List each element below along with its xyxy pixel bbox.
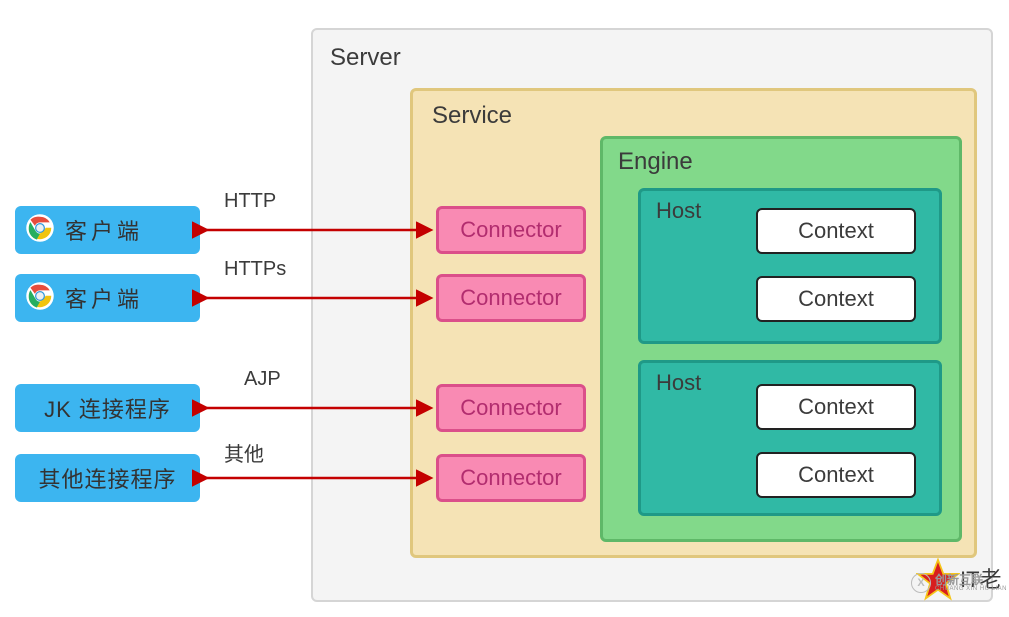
service-label: Service (432, 102, 512, 130)
client-box: 其他连接程序 (15, 454, 200, 502)
client-label: 客户端 (65, 282, 143, 314)
engine-label: Engine (618, 148, 693, 176)
watermark-icon: X (911, 573, 931, 593)
connector-box: Connector (436, 206, 586, 254)
watermark: X 创新互联 CHUANG XIN HU LIAN (911, 573, 1007, 593)
context-box: Context (756, 452, 916, 498)
client-box: 客户端 (15, 206, 200, 254)
client-box: JK 连接程序 (15, 384, 200, 432)
client-label: JK 连接程序 (44, 392, 171, 424)
connection-label: AJP (244, 368, 281, 391)
connector-box: Connector (436, 384, 586, 432)
connection-label: HTTP (224, 190, 276, 213)
host-label: Host (656, 370, 701, 396)
client-label: 客户端 (65, 214, 143, 246)
client-box: 客户端 (15, 274, 200, 322)
connection-label: HTTPs (224, 258, 286, 281)
context-box: Context (756, 208, 916, 254)
connector-box: Connector (436, 454, 586, 502)
watermark-sub: CHUANG XIN HU LIAN (935, 586, 1007, 592)
diagram-canvas: Server Service Engine Host Context Context… (0, 0, 1009, 617)
connector-box: Connector (436, 274, 586, 322)
connection-label: 其他 (224, 438, 264, 467)
client-label: 其他连接程序 (38, 462, 176, 494)
context-box: Context (756, 384, 916, 430)
chrome-icon (25, 281, 55, 316)
watermark-text: 创新互联 (935, 574, 1007, 586)
chrome-icon (25, 213, 55, 248)
context-box: Context (756, 276, 916, 322)
server-label: Server (330, 44, 401, 72)
host-label: Host (656, 198, 701, 224)
